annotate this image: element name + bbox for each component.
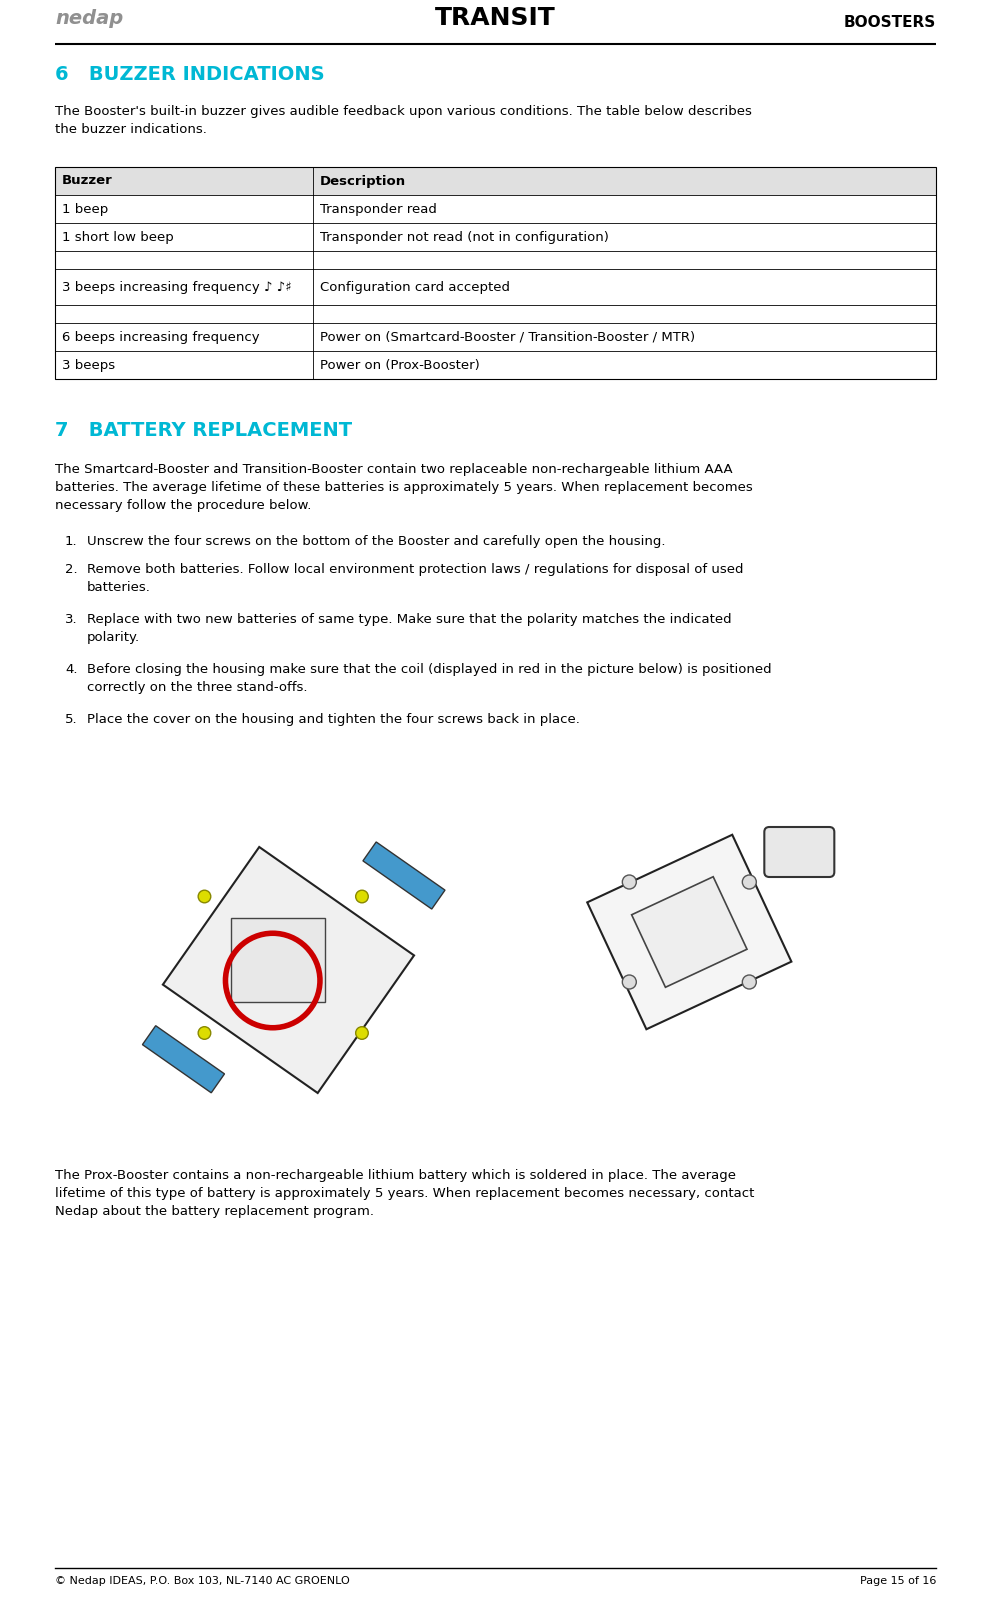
Text: 6 beeps increasing frequency: 6 beeps increasing frequency bbox=[62, 331, 260, 344]
Text: 3.: 3. bbox=[65, 613, 77, 626]
Text: Replace with two new batteries of same type. Make sure that the polarity matches: Replace with two new batteries of same t… bbox=[87, 613, 731, 643]
Text: 2.: 2. bbox=[65, 563, 77, 576]
Polygon shape bbox=[363, 842, 445, 909]
Circle shape bbox=[198, 1027, 211, 1040]
Text: 3 beeps: 3 beeps bbox=[62, 358, 115, 371]
Text: 1 short low beep: 1 short low beep bbox=[62, 230, 173, 243]
Text: Remove both batteries. Follow local environment protection laws / regulations fo: Remove both batteries. Follow local envi… bbox=[87, 563, 743, 594]
Text: Configuration card accepted: Configuration card accepted bbox=[320, 280, 510, 293]
Polygon shape bbox=[588, 835, 792, 1029]
Text: 4.: 4. bbox=[65, 662, 77, 675]
Text: © Nedap IDEAS, P.O. Box 103, NL-7140 AC GROENLO: © Nedap IDEAS, P.O. Box 103, NL-7140 AC … bbox=[55, 1576, 350, 1586]
Text: The Prox-Booster contains a non-rechargeable lithium battery which is soldered i: The Prox-Booster contains a non-recharge… bbox=[55, 1170, 754, 1218]
Polygon shape bbox=[631, 877, 747, 987]
Text: The Smartcard-Booster and Transition-Booster contain two replaceable non-recharg: The Smartcard-Booster and Transition-Boo… bbox=[55, 462, 753, 512]
Circle shape bbox=[356, 1027, 369, 1040]
Text: 7   BATTERY REPLACEMENT: 7 BATTERY REPLACEMENT bbox=[55, 421, 352, 440]
Circle shape bbox=[198, 890, 211, 902]
Text: Buzzer: Buzzer bbox=[62, 174, 113, 187]
Polygon shape bbox=[163, 846, 414, 1093]
Circle shape bbox=[356, 890, 369, 902]
Polygon shape bbox=[143, 1026, 225, 1093]
Text: BOOSTERS: BOOSTERS bbox=[843, 14, 936, 30]
Text: 1 beep: 1 beep bbox=[62, 203, 108, 216]
Text: 3 beeps increasing frequency ♪ ♪♯: 3 beeps increasing frequency ♪ ♪♯ bbox=[62, 280, 291, 293]
Text: Description: Description bbox=[320, 174, 406, 187]
Circle shape bbox=[622, 875, 636, 890]
Text: Before closing the housing make sure that the coil (displayed in red in the pict: Before closing the housing make sure tha… bbox=[87, 662, 772, 694]
Text: Transponder read: Transponder read bbox=[320, 203, 437, 216]
Text: nedap: nedap bbox=[55, 10, 123, 27]
Text: Power on (Smartcard-Booster / Transition-Booster / MTR): Power on (Smartcard-Booster / Transition… bbox=[320, 331, 696, 344]
Text: Place the cover on the housing and tighten the four screws back in place.: Place the cover on the housing and tight… bbox=[87, 714, 580, 726]
Circle shape bbox=[622, 974, 636, 989]
FancyBboxPatch shape bbox=[764, 827, 834, 877]
Bar bbox=[55, 166, 936, 195]
Text: TRANSIT: TRANSIT bbox=[435, 6, 556, 30]
Text: 1.: 1. bbox=[65, 534, 77, 547]
Text: 5.: 5. bbox=[65, 714, 77, 726]
Text: Page 15 of 16: Page 15 of 16 bbox=[859, 1576, 936, 1586]
Bar bbox=[55, 166, 936, 379]
Bar bbox=[231, 917, 325, 1002]
Text: Transponder not read (not in configuration): Transponder not read (not in configurati… bbox=[320, 230, 609, 243]
Circle shape bbox=[742, 974, 756, 989]
Text: Power on (Prox-Booster): Power on (Prox-Booster) bbox=[320, 358, 480, 371]
Text: The Booster's built-in buzzer gives audible feedback upon various conditions. Th: The Booster's built-in buzzer gives audi… bbox=[55, 106, 752, 136]
Circle shape bbox=[742, 875, 756, 890]
Text: Unscrew the four screws on the bottom of the Booster and carefully open the hous: Unscrew the four screws on the bottom of… bbox=[87, 534, 666, 547]
Text: 6   BUZZER INDICATIONS: 6 BUZZER INDICATIONS bbox=[55, 66, 325, 83]
